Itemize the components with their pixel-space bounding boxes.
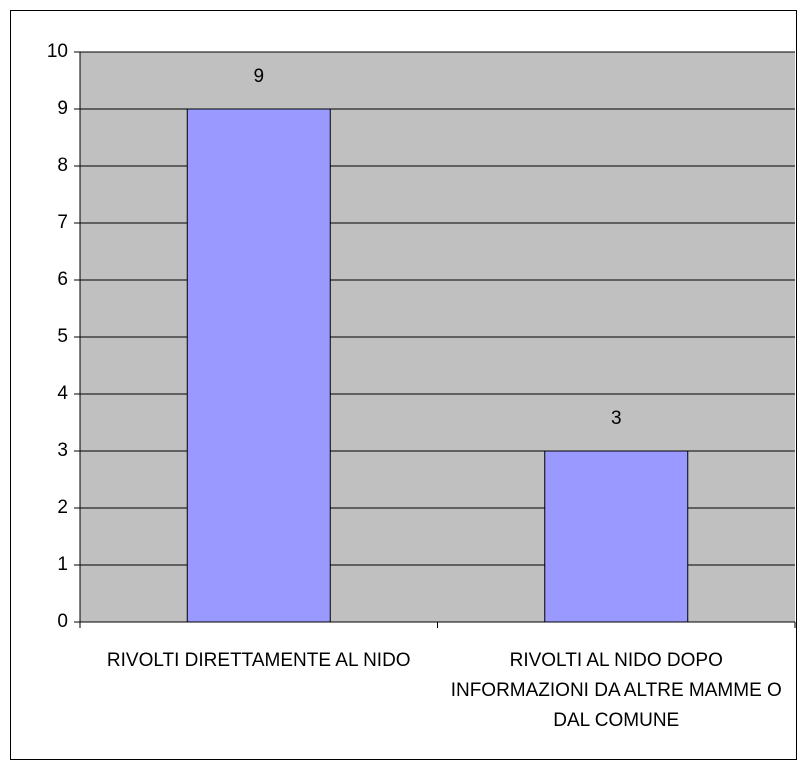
y-tick-label: 8: [57, 155, 68, 176]
y-tick-label: 5: [57, 326, 68, 347]
y-tick-label: 6: [57, 269, 68, 290]
y-tick-label: 2: [57, 497, 68, 518]
bar: [544, 450, 689, 623]
x-tick-label: RIVOLTI AL NIDO DOPO INFORMAZIONI DA ALT…: [450, 650, 782, 731]
y-tick-label: 3: [57, 440, 68, 461]
y-tick-label: 9: [57, 98, 68, 119]
data-label: 3: [611, 408, 622, 429]
bar: [186, 108, 331, 623]
y-tick-label: 1: [57, 554, 68, 575]
y-tick-label: 4: [57, 383, 68, 404]
data-label: 9: [253, 66, 264, 87]
y-tick-label: 10: [47, 41, 68, 62]
y-tick-label: 7: [57, 212, 68, 233]
y-tick-label: 0: [57, 611, 68, 632]
x-tick-label: RIVOLTI DIRETTAMENTE AL NIDO: [106, 650, 411, 671]
